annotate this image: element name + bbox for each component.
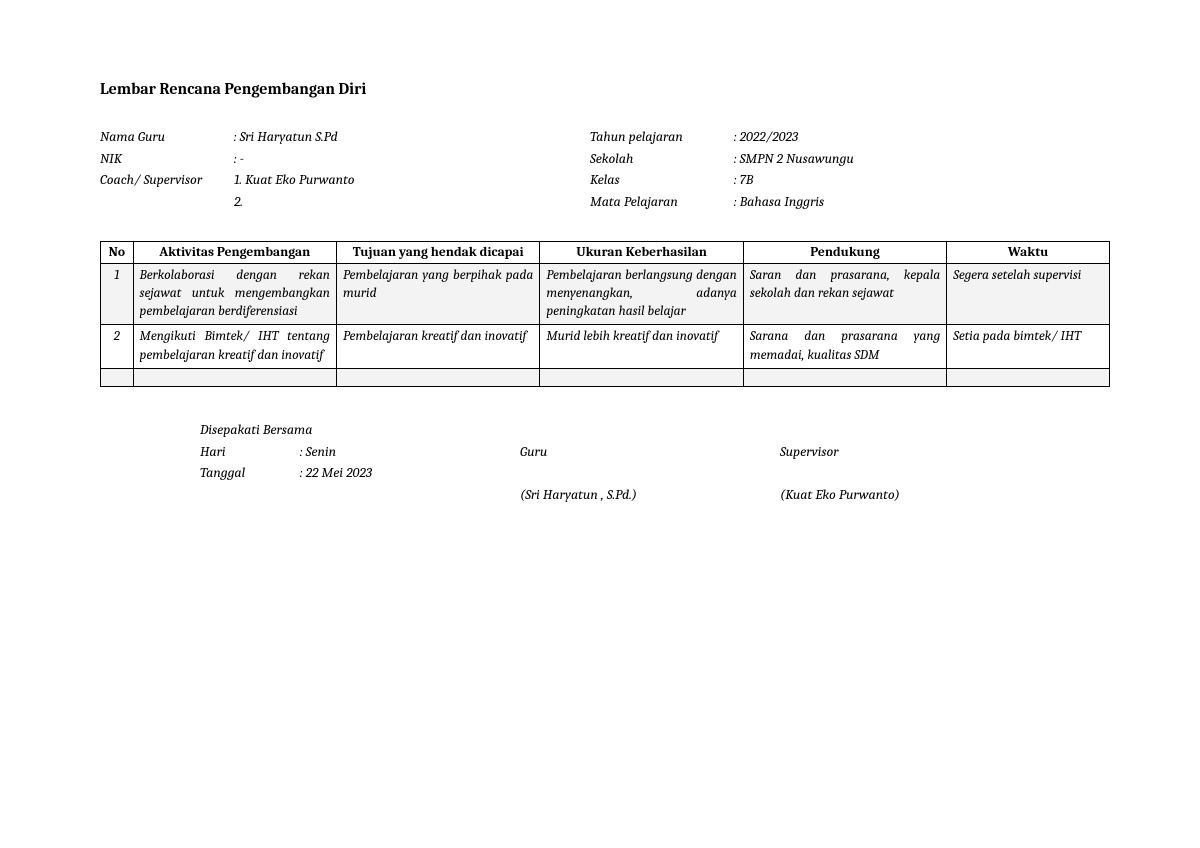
cell-empty bbox=[101, 368, 134, 386]
value-tanggal: : 22 Mei 2023 bbox=[300, 462, 372, 484]
table-row: 1 Berkolaborasi dengan rekan sejawat unt… bbox=[101, 263, 1110, 325]
value-tahun: : 2022/2023 bbox=[730, 126, 798, 148]
info-block: Nama Guru : Sri Haryatun S.Pd NIK : - Co… bbox=[100, 126, 1110, 213]
cell-ukuran: Murid lebih kreatif dan inovatif bbox=[540, 325, 743, 368]
cell-no: 2 bbox=[101, 325, 134, 368]
cell-tujuan: Pembelajaran yang berpihak pada murid bbox=[336, 263, 539, 325]
label-coach: Coach/ Supervisor bbox=[100, 169, 230, 191]
info-col-left: Nama Guru : Sri Haryatun S.Pd NIK : - Co… bbox=[100, 126, 530, 213]
supervisor-role: Supervisor bbox=[780, 441, 1110, 463]
footer-mid: Guru (Sri Haryatun , S.Pd.) bbox=[520, 419, 780, 506]
label-mapel: Mata Pelajaran bbox=[590, 191, 730, 213]
label-nik: NIK bbox=[100, 148, 230, 170]
table-header-row: No Aktivitas Pengembangan Tujuan yang he… bbox=[101, 241, 1110, 263]
info-col-right: Tahun pelajaran : 2022/2023 Sekolah : SM… bbox=[590, 126, 1110, 213]
cell-waktu: Setia pada bimtek/ IHT bbox=[947, 325, 1110, 368]
footer-block: Disepakati Bersama Hari : Senin Tanggal … bbox=[100, 419, 1110, 506]
label-hari: Hari bbox=[200, 441, 300, 463]
th-no: No bbox=[101, 241, 134, 263]
label-kelas: Kelas bbox=[590, 169, 730, 191]
cell-aktivitas: Mengikuti Bimtek/ IHT tentang pembelajar… bbox=[133, 325, 336, 368]
footer-left: Disepakati Bersama Hari : Senin Tanggal … bbox=[200, 419, 520, 506]
label-sekolah: Sekolah bbox=[590, 148, 730, 170]
cell-empty bbox=[947, 368, 1110, 386]
cell-empty bbox=[133, 368, 336, 386]
agreed-label: Disepakati Bersama bbox=[200, 419, 520, 441]
cell-empty bbox=[743, 368, 946, 386]
th-waktu: Waktu bbox=[947, 241, 1110, 263]
value-coach-1: 1. Kuat Eko Purwanto bbox=[230, 169, 355, 191]
value-nama-guru: : Sri Haryatun S.Pd bbox=[230, 126, 338, 148]
table-row-empty bbox=[101, 368, 1110, 386]
value-kelas: : 7B bbox=[730, 169, 753, 191]
table-row: 2 Mengikuti Bimtek/ IHT tentang pembelaj… bbox=[101, 325, 1110, 368]
value-nik: : - bbox=[230, 148, 244, 170]
cell-empty bbox=[540, 368, 743, 386]
cell-waktu: Segera setelah supervisi bbox=[947, 263, 1110, 325]
th-tujuan: Tujuan yang hendak dicapai bbox=[336, 241, 539, 263]
value-mapel: : Bahasa Inggris bbox=[730, 191, 824, 213]
cell-ukuran: Pembelajaran berlangsung dengan menyenan… bbox=[540, 263, 743, 325]
label-tahun: Tahun pelajaran bbox=[590, 126, 730, 148]
cell-tujuan: Pembelajaran kreatif dan inovatif bbox=[336, 325, 539, 368]
value-coach-2: 2. bbox=[230, 191, 243, 213]
value-hari: : Senin bbox=[300, 441, 336, 463]
page-title: Lembar Rencana Pengembangan Diri bbox=[100, 80, 1110, 98]
cell-aktivitas: Berkolaborasi dengan rekan sejawat untuk… bbox=[133, 263, 336, 325]
development-table: No Aktivitas Pengembangan Tujuan yang he… bbox=[100, 241, 1110, 387]
label-nama-guru: Nama Guru bbox=[100, 126, 230, 148]
label-tanggal: Tanggal bbox=[200, 462, 300, 484]
cell-empty bbox=[336, 368, 539, 386]
cell-no: 1 bbox=[101, 263, 134, 325]
label-coach-blank bbox=[100, 191, 230, 213]
footer-right: Supervisor (Kuat Eko Purwanto) bbox=[780, 419, 1110, 506]
cell-pendukung: Saran dan prasarana, kepala sekolah dan … bbox=[743, 263, 946, 325]
th-aktivitas: Aktivitas Pengembangan bbox=[133, 241, 336, 263]
value-sekolah: : SMPN 2 Nusawungu bbox=[730, 148, 854, 170]
th-pendukung: Pendukung bbox=[743, 241, 946, 263]
cell-pendukung: Sarana dan prasarana yang memadai, kuali… bbox=[743, 325, 946, 368]
guru-name: (Sri Haryatun , S.Pd.) bbox=[520, 484, 780, 506]
guru-role: Guru bbox=[520, 441, 780, 463]
supervisor-name: (Kuat Eko Purwanto) bbox=[780, 484, 1110, 506]
th-ukuran: Ukuran Keberhasilan bbox=[540, 241, 743, 263]
